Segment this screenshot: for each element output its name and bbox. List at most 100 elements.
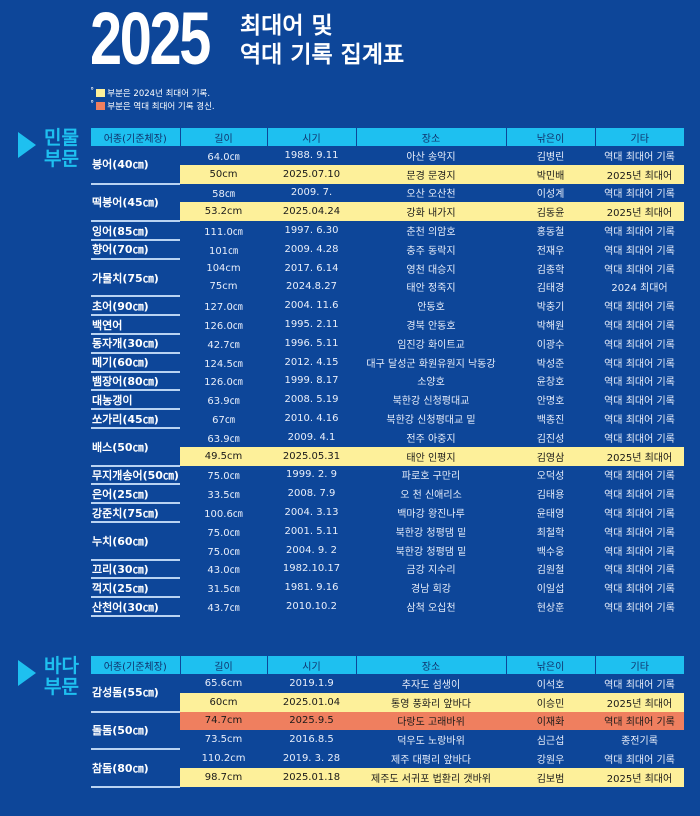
location-cell: 안동호 — [417, 302, 445, 314]
location-cell: 임진강 화이트교 — [397, 339, 465, 351]
length-cell: 104cm — [206, 262, 241, 274]
table-row: 75.0㎝ 2004. 9. 2 북한강 청평댐 밑 백수웅 역대 최대어 기록 — [91, 541, 684, 560]
species-cell: 은어(25㎝) — [91, 484, 180, 505]
length-cell: 33.5㎝ — [207, 490, 240, 502]
table-row: 돌돔(50㎝) 74.7cm 2025.9.5 다랑도 고래바위 이재화 역대 최대어 기… — [91, 711, 684, 751]
date-cell: 2010.10.2 — [286, 601, 337, 613]
length-cell: 110.2cm — [201, 753, 246, 765]
species-cell: 가물치(75㎝) — [91, 258, 180, 298]
note-cell: 2025년 최대어 — [595, 202, 684, 222]
year-title: 2025 — [90, 0, 211, 80]
table-row: 끄리(30㎝) 43.0㎝ 1982.10.17 금강 지수리 김원철 역대 최대어 기록 — [91, 559, 684, 580]
location-cell: 태안 인평지 — [356, 446, 506, 466]
table-row: 49.5cm 2025.05.31 태안 인평지 김영삼 2025년 최대어 — [91, 446, 684, 466]
species-cell: 잉어(85㎝) — [91, 221, 180, 241]
triangle-icon — [18, 132, 36, 158]
angler-cell: 오덕성 — [536, 471, 565, 483]
note-cell: 역대 최대어 기록 — [604, 603, 675, 615]
note-cell: 역대 최대어 기록 — [595, 711, 684, 731]
column-header: 낚은이 — [505, 128, 595, 146]
angler-cell: 박성준 — [536, 358, 565, 370]
length-cell: 43.0㎝ — [207, 565, 240, 577]
table-row: 참돔(80㎝) 110.2cm 2019. 3. 28 제주 대평리 앞바다 강원우 역대… — [91, 749, 684, 788]
angler-cell: 김영삼 — [506, 446, 595, 466]
column-header: 길이 — [179, 656, 267, 674]
column-header: 시기 — [266, 128, 356, 146]
length-cell: 42.7㎝ — [207, 339, 240, 351]
date-cell: 2025.05.31 — [267, 446, 356, 466]
triangle-icon — [18, 660, 36, 686]
location-cell: 파로호 구만리 — [401, 471, 461, 483]
species-cell: 뱀장어(80㎝) — [91, 371, 180, 392]
length-cell: 75.0㎝ — [207, 471, 240, 483]
location-cell: 소양호 — [417, 377, 445, 389]
date-cell: 2004. 11.6 — [284, 300, 339, 312]
location-cell: 북한강 청평댐 밑 — [395, 527, 467, 539]
table-row: 붕어(40㎝) 64.0㎝ 1988. 9.11 아산 송악지 김병린 역대 최대어 기록 — [91, 146, 684, 185]
location-cell: 오산 오산천 — [406, 189, 456, 201]
table-row: 누치(60㎝) 75.0㎝ 2001. 5.11 북한강 청평댐 밑 최철학 역대 최대어… — [91, 521, 684, 561]
location-cell: 경남 회강 — [411, 584, 451, 596]
angler-cell: 김태경 — [536, 283, 565, 295]
length-cell: 127.0㎝ — [204, 302, 243, 314]
length-cell: 124.5㎝ — [204, 358, 243, 370]
note-cell: 역대 최대어 기록 — [604, 321, 675, 333]
yellow-swatch-icon — [96, 89, 106, 97]
length-cell: 64.0㎝ — [207, 151, 240, 163]
species-cell: 끄리(30㎝) — [91, 559, 180, 580]
note-cell: 역대 최대어 기록 — [604, 358, 675, 370]
angler-cell: 윤창호 — [536, 377, 565, 389]
angler-cell: 전재우 — [536, 245, 565, 257]
title-line-2: 역대 기록 집계표 — [240, 42, 405, 68]
date-cell: 2009. 7. — [290, 187, 333, 199]
note-cell: 역대 최대어 기록 — [604, 339, 675, 351]
location-cell: 오 천 신애리소 — [400, 490, 462, 502]
header-row: 어종(기준체장) 길이 시기 장소 낚은이 기타 — [91, 128, 684, 146]
note-cell: 종전기록 — [621, 736, 658, 748]
legend-yellow: ˚ 부분은 2024년 최대어 기록. — [90, 88, 211, 99]
angler-cell: 강원우 — [536, 755, 565, 767]
table-row: 떡붕어(45㎝) 58㎝ 2009. 7. 오산 오산천 이성계 역대 최대어 기록 — [91, 183, 684, 223]
location-cell: 북한강 신청평대교 밑 — [386, 415, 476, 427]
table-row: 동자개(30㎝) 42.7㎝ 1996. 5.11 임진강 화이트교 이광수 역대 최대어… — [91, 333, 684, 354]
table-row: 산천어(30㎝) 43.7㎝ 2010.10.2 삼척 오십천 현상훈 역대 최대어 기록 — [91, 597, 684, 617]
date-cell: 2025.01.18 — [267, 767, 356, 787]
table-row: 잉어(85㎝) 111.0㎝ 1997. 6.30 춘천 의암호 홍동철 역대 최대어 기… — [91, 221, 684, 241]
table-row: 53.2cm 2025.04.24 강화 내가지 김동윤 2025년 최대어 — [91, 202, 684, 222]
length-cell: 98.7cm — [180, 767, 267, 787]
length-cell: 58㎝ — [212, 189, 235, 201]
location-cell: 충주 동락지 — [406, 245, 456, 257]
date-cell: 1996. 5.11 — [284, 337, 339, 349]
angler-cell: 이재화 — [506, 711, 595, 731]
location-cell: 문경 문경지 — [356, 164, 506, 184]
note-cell: 2024 최대어 — [611, 283, 668, 295]
species-cell: 감성돔(55㎝) — [91, 674, 180, 713]
note-cell: 역대 최대어 기록 — [604, 490, 675, 502]
length-cell: 111.0㎝ — [204, 227, 243, 239]
table-row: 75cm 2024.8.27 태안 정죽지 김태경 2024 최대어 — [91, 278, 684, 297]
angler-cell: 이승민 — [506, 692, 595, 712]
angler-cell: 김종학 — [536, 264, 565, 276]
length-cell: 65.6cm — [204, 677, 243, 689]
date-cell: 2019.1.9 — [289, 677, 334, 689]
angler-cell: 이석호 — [536, 679, 565, 691]
date-cell: 1999. 2. 9 — [286, 469, 337, 481]
species-cell: 붕어(40㎝) — [91, 146, 180, 185]
legend-text: 부분은 2024년 최대어 기록. — [107, 89, 211, 99]
species-cell: 누치(60㎝) — [91, 521, 180, 561]
angler-cell: 홍동철 — [536, 227, 565, 239]
date-cell: 1995. 2.11 — [284, 319, 339, 331]
angler-cell: 박민배 — [506, 164, 595, 184]
date-cell: 2019. 3. 28 — [282, 753, 341, 765]
species-cell: 향어(70㎝) — [91, 239, 180, 260]
note-cell: 역대 최대어 기록 — [604, 245, 675, 257]
table-row: 강준치(75㎝) 100.6㎝ 2004. 3.13 백마강 왕진나루 윤태영 역대 최대… — [91, 503, 684, 523]
note-cell: 역대 최대어 기록 — [604, 396, 675, 408]
length-cell: 63.9㎝ — [207, 396, 240, 408]
location-cell: 영천 대승지 — [406, 264, 456, 276]
date-cell: 2012. 4.15 — [284, 356, 339, 368]
date-cell: 2025.04.24 — [267, 202, 356, 222]
length-cell: 50cm — [180, 164, 267, 184]
column-header: 낚은이 — [505, 656, 595, 674]
table-row: 73.5cm 2016.8.5 덕우도 노랑바위 심근섭 종전기록 — [91, 730, 684, 749]
